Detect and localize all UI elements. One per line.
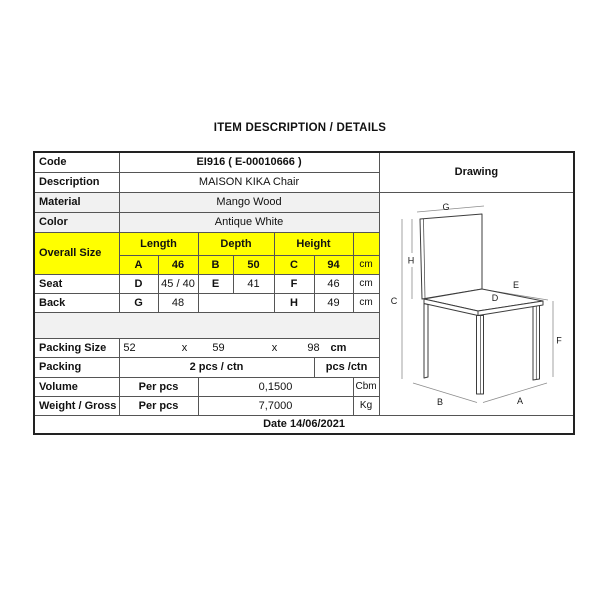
date-value: Date 14/06/2021 [33,414,575,435]
volume-label: Volume [33,376,120,397]
seat-length-key: D [118,273,159,294]
dim-label-d: D [491,293,498,303]
packing-unit: pcs /ctn [313,356,380,378]
description-label: Description [33,171,120,193]
weight-value: 7,7000 [197,395,354,416]
back-height-value: 49 [313,292,354,313]
seat-height-value: 46 [313,273,354,294]
volume-value: 0,1500 [197,376,354,397]
packing-x2: x [271,341,278,354]
dim-label-f: F [556,335,562,345]
back-length-key: G [118,292,159,313]
seat-depth-key: E [197,273,234,294]
size-header-empty-cell [352,231,380,256]
depth-header: Depth [197,231,275,256]
length-header: Length [118,231,199,256]
material-row: Material Mango Wood [33,191,575,416]
packing-label: Packing [33,356,120,378]
spacer-cell [33,311,380,339]
dim-label-b: B [437,397,443,407]
chair-drawing: G H C E D F B A [390,202,562,407]
overall-size-label: Overall Size [33,231,120,275]
packing-x1: x [181,341,188,354]
size-header-row: Overall Size Length Depth Height [33,231,574,275]
packing-row: Packing 2 pcs / ctn pcs /ctn [33,356,574,378]
back-height-key: H [273,292,315,313]
height-header: Height [273,231,354,256]
volume-unit: Cbm [352,376,380,397]
packing-size-value: 52 x 59 x 98 cm [118,337,380,358]
overall-size-row: A 46 B 50 C 94 cm [34,254,574,275]
page-title: ITEM DESCRIPTION / DETAILS [213,122,387,134]
weight-unit: Kg [352,395,380,416]
date-row: Date 14/06/2021 [33,414,575,435]
code-value: EI916 ( E-00010666 ) [118,151,380,173]
back-length-value: 48 [157,292,199,313]
packing-size-label: Packing Size [33,337,120,358]
weight-label: Weight / Gross [33,395,120,416]
back-label: Back [33,292,120,313]
overall-depth-key: B [197,254,234,275]
color-value: Antique White [118,211,380,233]
overall-depth-value: 50 [232,254,275,275]
dimension-labels: G H C E D F B A [390,202,562,407]
weight-row: Weight / Gross Per pcs 7,7000 Kg [33,395,574,416]
seat-unit: cm [352,273,380,294]
back-unit: cm [352,292,380,313]
seat-height-key: F [273,273,315,294]
drawing-area: G H C E D F B A [378,191,575,416]
volume-per: Per pcs [118,376,199,397]
dim-label-a: A [517,396,523,406]
packing-size-row: Packing Size 52 x 59 x 98 cm [33,337,574,358]
chair-shape [419,213,544,394]
seat-row: Seat D 45 / 40 E 41 F 46 cm [33,273,574,294]
packing-height: 98 [307,341,320,354]
seat-label: Seat [33,273,120,294]
dim-label-h: H [407,255,414,265]
overall-length-value: 46 [157,254,199,275]
description-value: MAISON KIKA Chair [118,171,380,193]
code-row: Code EI916 ( E-00010666 ) Drawing [33,151,575,193]
spacer-row [33,311,574,339]
item-spec-table: Code EI916 ( E-00010666 ) Drawing Descri… [33,151,576,435]
overall-height-key: C [273,254,315,275]
dim-label-c: C [390,296,397,306]
weight-per: Per pcs [118,395,199,416]
packing-value: 2 pcs / ctn [118,356,315,378]
seat-length-value: 45 / 40 [157,273,199,294]
material-label: Material [33,191,120,213]
drawing-header: Drawing [378,151,575,193]
seat-depth-value: 41 [232,273,275,294]
material-value: Mango Wood [118,191,380,213]
packing-depth: 59 [212,341,225,354]
overall-unit: cm [352,254,380,275]
back-depth-empty-cell [197,292,275,313]
packing-width: 52 [123,341,136,354]
code-label: Code [33,151,120,173]
dim-label-e: E [513,280,519,290]
color-label: Color [33,211,120,233]
dim-label-g: G [442,202,449,212]
overall-height-value: 94 [313,254,354,275]
overall-length-key: A [118,254,159,275]
packing-size-unit: cm [330,341,347,354]
